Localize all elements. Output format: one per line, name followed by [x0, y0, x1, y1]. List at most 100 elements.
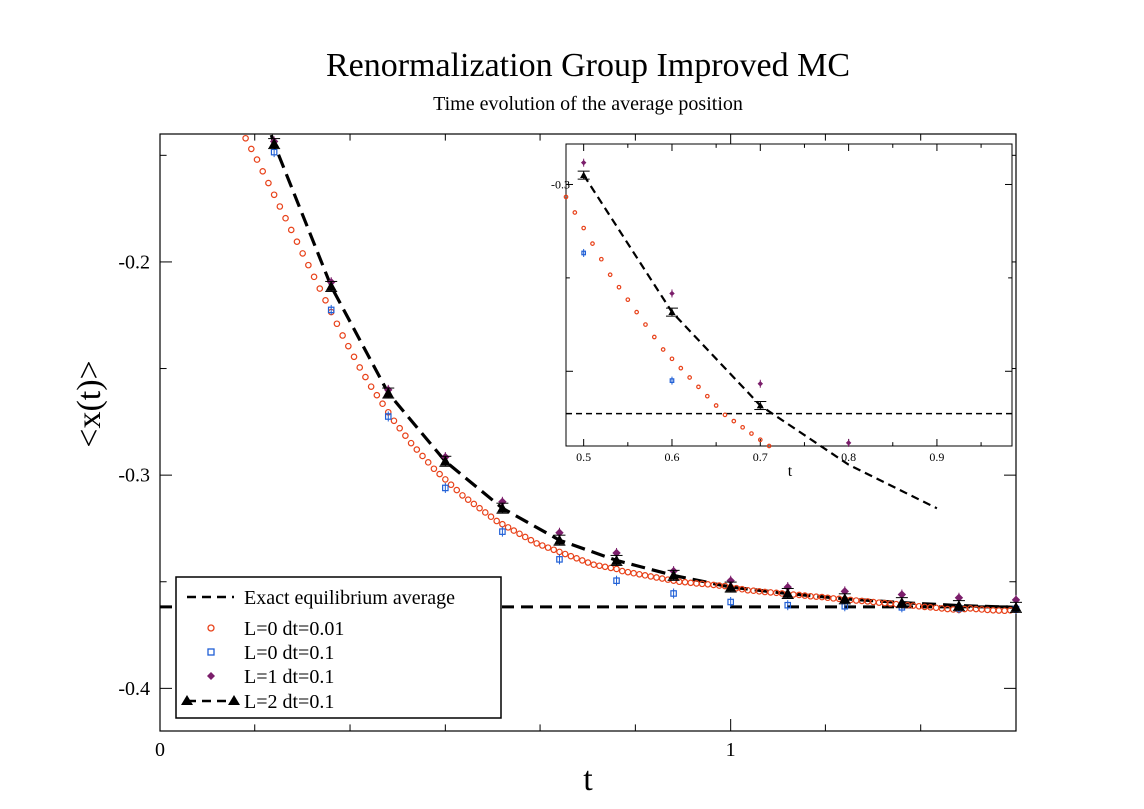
data-point — [681, 578, 689, 586]
data-point — [618, 567, 626, 575]
data-point — [539, 542, 546, 549]
data-point — [367, 383, 375, 390]
data-point — [464, 496, 472, 503]
legend-label: L=0 dt=0.1 — [244, 642, 334, 664]
data-point — [696, 384, 701, 390]
y-axis-label: <x(t)> — [71, 360, 108, 447]
data-point — [521, 533, 529, 541]
data-point — [989, 607, 997, 614]
data-point — [590, 241, 595, 246]
data-point — [581, 250, 587, 256]
data-point — [339, 332, 346, 339]
data-point — [954, 593, 964, 602]
data-point — [613, 565, 620, 573]
legend-label: L=2 dt=0.1 — [244, 691, 334, 713]
data-point — [678, 365, 684, 371]
data-point — [481, 509, 489, 516]
data-point — [598, 256, 604, 262]
data-point — [248, 145, 255, 153]
data-point — [783, 582, 792, 592]
data-point — [647, 573, 655, 580]
data-point — [725, 581, 737, 592]
data-point — [782, 587, 794, 598]
data-point — [670, 590, 677, 597]
data-point — [270, 148, 278, 156]
data-point — [995, 607, 1003, 614]
data-point — [384, 413, 392, 420]
series-l-2-dt-0-1 — [577, 170, 767, 411]
y-tick-label: -0.3 — [551, 177, 570, 191]
data-point — [442, 484, 449, 492]
series-l-1-dt-0-1 — [580, 158, 852, 447]
inset-x-axis-label: t — [788, 463, 793, 480]
data-point — [704, 393, 710, 399]
x-tick-label: 0.5 — [576, 450, 591, 464]
data-point — [561, 550, 569, 558]
data-point — [634, 309, 640, 315]
data-point — [527, 536, 535, 544]
inset-plot-area — [563, 158, 1012, 510]
data-point — [553, 534, 565, 545]
legend-item-l0-dt01: L=0 dt=0.1 — [207, 642, 334, 664]
data-point — [845, 440, 852, 446]
y-tick-label: -0.4 — [118, 678, 150, 700]
chart-subtitle: Time evolution of the average position — [433, 93, 743, 115]
data-point — [757, 381, 764, 387]
data-point — [601, 563, 609, 571]
data-point — [581, 225, 587, 231]
data-point — [533, 540, 540, 547]
data-point — [373, 391, 381, 399]
data-point — [607, 564, 615, 572]
data-point — [584, 559, 592, 566]
data-point — [641, 572, 649, 579]
data-point — [259, 168, 267, 175]
legend-item-exact-equilibrium: Exact equilibrium average — [187, 587, 455, 609]
data-point — [687, 375, 692, 380]
data-point — [668, 308, 676, 315]
legend-triangle-icon — [228, 695, 240, 705]
series-l-0-dt-0-1 — [581, 248, 675, 385]
data-point — [658, 575, 666, 582]
data-point — [613, 577, 620, 584]
data-point — [756, 401, 764, 409]
data-point — [544, 544, 552, 551]
legend-label: L=0 dt=0.01 — [244, 618, 344, 640]
legend-open-square-icon — [207, 648, 215, 656]
legend-label: L=1 dt=0.1 — [244, 666, 334, 688]
data-point — [1010, 601, 1022, 612]
x-axis-label: t — [583, 761, 593, 798]
data-point — [573, 554, 580, 562]
x-tick-label: 1 — [726, 739, 736, 761]
legend-triangle-icon — [181, 695, 193, 705]
data-point — [390, 417, 398, 425]
data-point — [424, 459, 432, 466]
data-point — [310, 273, 318, 281]
data-point — [430, 465, 438, 473]
data-point — [493, 517, 500, 525]
data-point — [1001, 607, 1008, 615]
data-point — [563, 194, 569, 200]
x-tick-label: 0.9 — [929, 450, 944, 464]
data-point — [611, 554, 623, 565]
data-point — [305, 261, 312, 269]
data-point — [727, 598, 734, 606]
data-point — [740, 424, 745, 430]
data-point — [643, 322, 648, 327]
legend-label: Exact equilibrium average — [244, 587, 455, 609]
data-point — [276, 203, 284, 210]
data-point — [731, 418, 737, 424]
data-point — [499, 520, 506, 528]
data-point — [556, 548, 563, 556]
data-point — [897, 590, 907, 599]
data-point — [766, 443, 772, 449]
data-point — [253, 156, 261, 163]
data-point — [624, 568, 632, 576]
data-point — [362, 373, 369, 381]
data-point — [504, 524, 512, 531]
data-point — [442, 476, 449, 483]
legend-item-l0-dt001: L=0 dt=0.01 — [207, 618, 344, 640]
data-point — [270, 191, 278, 199]
data-point — [382, 387, 394, 398]
data-point — [687, 579, 695, 587]
